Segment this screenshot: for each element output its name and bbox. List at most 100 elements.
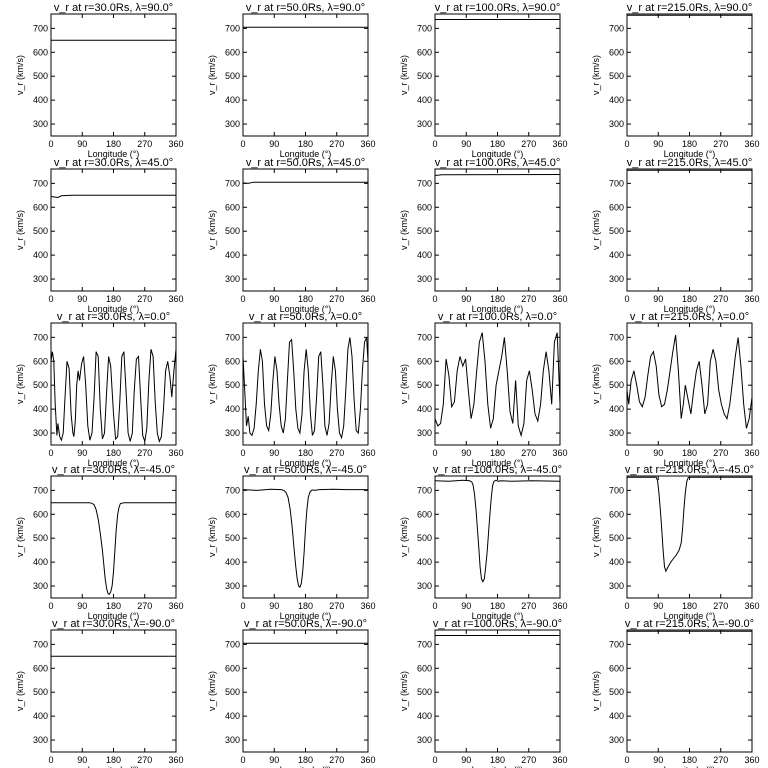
x-tick-label: 90 — [461, 139, 471, 149]
y-axis-label: v_r (km/s) — [15, 210, 25, 250]
x-axis-label: Longitude (°) — [472, 304, 524, 314]
y-axis-label: v_r (km/s) — [591, 671, 601, 711]
y-tick-label: 700 — [609, 485, 624, 495]
y-tick-label: 600 — [417, 356, 432, 366]
y-tick-label: 400 — [609, 557, 624, 567]
chart-title: v_r at r=215.0Rs, λ=0.0° — [630, 311, 749, 323]
series-line — [242, 181, 368, 184]
chart-panel: v_r at r=50.0Rs, λ=-45.0° 0 90 180 270 360 300… — [207, 464, 376, 621]
chart-title: v_r at r=50.0Rs, λ=90.0° — [246, 2, 365, 14]
plot-frame — [50, 13, 177, 137]
x-tick-label: 0 — [240, 755, 245, 765]
x-axis-label: Longitude (°) — [88, 458, 140, 468]
chart-panel: v_r at r=100.0Rs, λ=0.0° 0 90 180 270 360 300 4… — [399, 311, 568, 468]
y-tick-label: 500 — [225, 380, 240, 390]
x-tick-label: 90 — [269, 294, 279, 304]
x-tick-label: 0 — [48, 294, 53, 304]
plot-frame — [626, 629, 753, 753]
x-axis-label: Longitude (°) — [664, 765, 716, 768]
y-tick-label: 600 — [417, 202, 432, 212]
x-tick-label: 0 — [48, 601, 53, 611]
chart-panel: v_r at r=50.0Rs, λ=-90.0° 0 90 180 270 360 300… — [207, 618, 376, 768]
y-tick-label: 300 — [609, 581, 624, 591]
y-tick-label: 600 — [33, 47, 48, 57]
chart-panel: v_r at r=215.0Rs, λ=45.0° 0 90 180 270 360 300… — [591, 157, 760, 314]
x-tick-label: 360 — [744, 448, 759, 458]
series-line — [626, 334, 753, 429]
x-tick-label: 90 — [77, 601, 87, 611]
x-tick-label: 360 — [552, 448, 567, 458]
x-tick-label: 180 — [682, 601, 697, 611]
x-tick-label: 180 — [490, 755, 505, 765]
x-tick-label: 90 — [461, 601, 471, 611]
y-axis-label: v_r (km/s) — [207, 517, 217, 557]
x-tick-label: 360 — [168, 755, 183, 765]
y-tick-label: 400 — [609, 250, 624, 260]
x-tick-label: 90 — [653, 294, 663, 304]
x-tick-label: 0 — [240, 448, 245, 458]
chart-title: v_r at r=215.0Rs, λ=90.0° — [627, 2, 752, 14]
x-axis-label: Longitude (°) — [472, 611, 524, 621]
chart-title: v_r at r=50.0Rs, λ=45.0° — [246, 157, 365, 169]
x-tick-label: 180 — [682, 139, 697, 149]
x-tick-label: 360 — [744, 294, 759, 304]
x-tick-label: 90 — [653, 601, 663, 611]
y-tick-label: 400 — [609, 95, 624, 105]
y-tick-label: 400 — [417, 404, 432, 414]
y-tick-label: 500 — [609, 687, 624, 697]
y-tick-label: 500 — [33, 687, 48, 697]
x-axis-label: Longitude (°) — [280, 765, 332, 768]
plot-frame — [434, 629, 561, 753]
chart-title: v_r at r=30.0Rs, λ=-45.0° — [52, 464, 175, 476]
x-axis-label: Longitude (°) — [88, 611, 140, 621]
y-tick-label: 300 — [225, 735, 240, 745]
x-tick-label: 90 — [269, 755, 279, 765]
y-axis-label: v_r (km/s) — [15, 55, 25, 95]
y-tick-label: 700 — [225, 639, 240, 649]
x-axis-label: Longitude (°) — [472, 149, 524, 159]
x-tick-label: 180 — [298, 755, 313, 765]
y-tick-label: 700 — [33, 178, 48, 188]
series-line — [627, 476, 752, 573]
x-axis-label: Longitude (°) — [280, 149, 332, 159]
y-tick-label: 700 — [417, 332, 432, 342]
series-line — [434, 479, 561, 583]
y-tick-label: 700 — [225, 332, 240, 342]
x-tick-label: 360 — [552, 755, 567, 765]
x-tick-label: 0 — [432, 601, 437, 611]
x-tick-label: 270 — [521, 601, 536, 611]
y-tick-label: 500 — [33, 226, 48, 236]
x-tick-label: 270 — [713, 755, 728, 765]
x-tick-label: 270 — [329, 755, 344, 765]
x-tick-label: 360 — [360, 139, 375, 149]
y-tick-label: 300 — [417, 119, 432, 129]
series-line — [51, 502, 176, 596]
x-tick-label: 360 — [552, 601, 567, 611]
y-tick-label: 500 — [33, 380, 48, 390]
x-tick-label: 270 — [713, 448, 728, 458]
y-tick-label: 700 — [609, 23, 624, 33]
x-tick-label: 90 — [77, 448, 87, 458]
y-tick-label: 700 — [609, 639, 624, 649]
plot-frame — [50, 168, 177, 292]
y-tick-label: 600 — [417, 47, 432, 57]
x-tick-label: 270 — [713, 601, 728, 611]
x-tick-label: 270 — [329, 448, 344, 458]
y-tick-label: 400 — [417, 557, 432, 567]
series-line — [242, 488, 368, 589]
chart-panel: v_r at r=50.0Rs, λ=90.0° 0 90 180 270 360 300 4… — [207, 2, 376, 159]
x-tick-label: 0 — [240, 294, 245, 304]
x-tick-label: 180 — [298, 294, 313, 304]
x-tick-label: 0 — [624, 755, 629, 765]
x-tick-label: 180 — [298, 601, 313, 611]
x-tick-label: 0 — [240, 139, 245, 149]
x-tick-label: 270 — [329, 294, 344, 304]
x-tick-label: 0 — [432, 294, 437, 304]
x-tick-label: 90 — [461, 294, 471, 304]
y-tick-label: 700 — [417, 639, 432, 649]
y-tick-label: 500 — [417, 380, 432, 390]
chart-panel: v_r at r=215.0Rs, λ=-45.0° 0 90 180 270 360 30… — [591, 464, 760, 621]
chart-panel: v_r at r=100.0Rs, λ=-90.0° 0 90 180 270 360 30… — [399, 618, 568, 768]
plot-frame — [242, 13, 369, 137]
y-tick-label: 300 — [225, 274, 240, 284]
